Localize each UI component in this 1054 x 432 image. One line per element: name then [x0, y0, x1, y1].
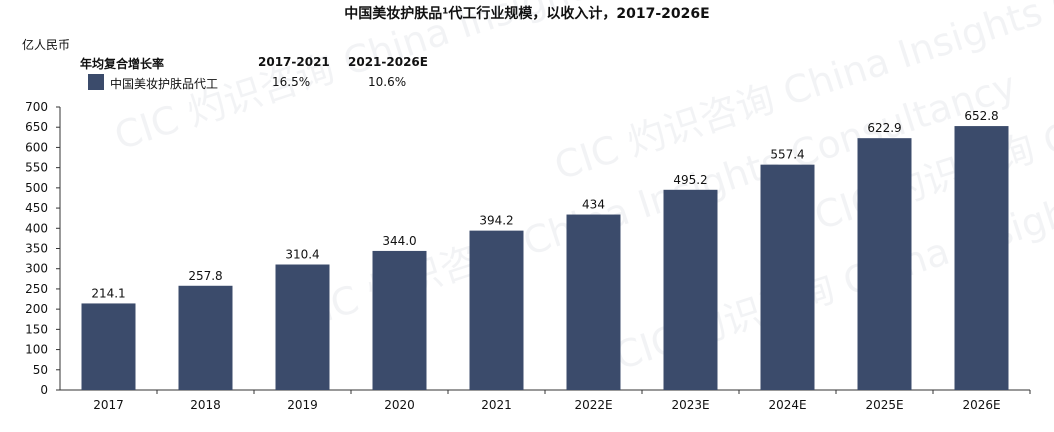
data-label: 257.8 [188, 269, 222, 283]
data-label: 434 [582, 198, 605, 212]
data-label: 495.2 [673, 173, 707, 187]
bar [760, 164, 815, 390]
cagr-value-1: 16.5% [272, 75, 311, 89]
y-axis-unit: 亿人民币 [22, 38, 71, 52]
x-tick-label: 2024E [768, 398, 806, 412]
legend-label: 中国美妆护肤品代工 [110, 77, 219, 91]
y-tick-label: 400 [25, 221, 48, 235]
data-labels: 214.1 257.8 310.4 344.0 394.2 434 495.2 557.4 62… [91, 109, 998, 300]
x-tick-label: 2020 [384, 398, 415, 412]
y-tick-label: 500 [25, 181, 48, 195]
x-tick-label: 2022E [574, 398, 612, 412]
cagr-header: 年均复合增长率 [80, 57, 165, 71]
data-label: 557.4 [770, 148, 804, 162]
legend-swatch [88, 74, 104, 90]
x-tick-label: 2026E [962, 398, 1000, 412]
y-tick-label: 700 [25, 100, 48, 114]
chart-title: 中国美妆护肤品¹代工行业规模，以收入计，2017-2026E [344, 6, 710, 22]
data-label: 622.9 [867, 121, 901, 135]
cagr-period-2: 2021-2026E [348, 55, 428, 69]
bar [469, 230, 524, 390]
y-tick-label: 600 [25, 140, 48, 154]
x-tick-label: 2017 [93, 398, 124, 412]
bar [81, 303, 136, 390]
y-tick-label: 550 [25, 161, 48, 175]
cagr-value-2: 10.6% [368, 75, 407, 89]
data-label: 344.0 [382, 234, 416, 248]
y-tick-label: 450 [25, 201, 48, 215]
bar [178, 285, 233, 390]
y-tick-label: 150 [25, 322, 48, 336]
bars [81, 126, 1009, 391]
y-tick-label: 100 [25, 343, 48, 357]
data-label: 214.1 [91, 286, 125, 300]
x-axis-labels: 2017 2018 2019 2020 2021 2022E 2023E 2024E 2025E… [93, 398, 1000, 412]
x-tick-label: 2021 [481, 398, 512, 412]
x-tick-label: 2018 [190, 398, 221, 412]
bar [275, 264, 330, 390]
y-tick-label: 200 [25, 302, 48, 316]
y-tick-label: 300 [25, 262, 48, 276]
data-label: 652.8 [964, 109, 998, 123]
y-tick-label: 350 [25, 242, 48, 256]
x-tick-label: 2019 [287, 398, 318, 412]
y-tick-label: 0 [40, 383, 48, 397]
y-tick-label: 250 [25, 282, 48, 296]
x-tick-label: 2023E [671, 398, 709, 412]
data-label: 310.4 [285, 248, 319, 262]
bar [857, 138, 912, 390]
x-tick-label: 2025E [865, 398, 903, 412]
bar [663, 189, 718, 390]
bar [566, 214, 621, 390]
watermark-text: CIC 灼识咨询 China Insights Consultancy [109, 0, 841, 159]
cagr-period-1: 2017-2021 [258, 55, 330, 69]
y-tick-label: 50 [33, 363, 48, 377]
y-tick-label: 650 [25, 120, 48, 134]
data-label: 394.2 [479, 214, 513, 228]
bar [372, 250, 427, 390]
bar [954, 126, 1009, 391]
